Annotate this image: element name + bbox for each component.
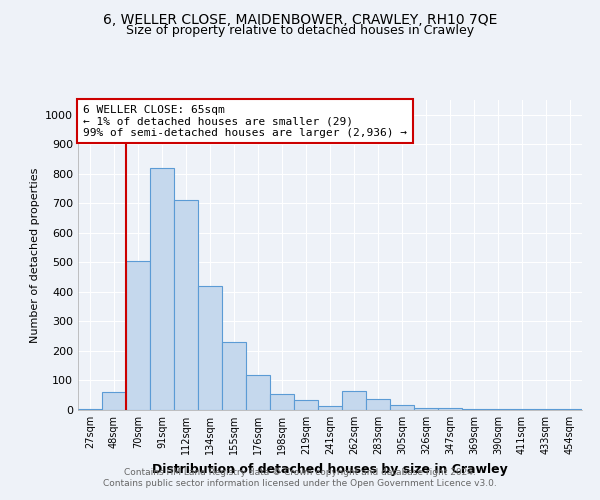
Bar: [222, 342, 246, 410]
Bar: [486, 408, 510, 410]
Bar: [414, 408, 438, 410]
Bar: [198, 286, 222, 410]
Bar: [558, 408, 582, 410]
Bar: [534, 408, 558, 410]
Text: 6, WELLER CLOSE, MAIDENBOWER, CRAWLEY, RH10 7QE: 6, WELLER CLOSE, MAIDENBOWER, CRAWLEY, R…: [103, 12, 497, 26]
Y-axis label: Number of detached properties: Number of detached properties: [29, 168, 40, 342]
Bar: [366, 399, 390, 410]
Bar: [438, 408, 462, 410]
Bar: [150, 168, 174, 410]
Bar: [78, 408, 102, 410]
Bar: [342, 391, 366, 410]
Bar: [102, 392, 126, 410]
Text: Size of property relative to detached houses in Crawley: Size of property relative to detached ho…: [126, 24, 474, 37]
Bar: [294, 400, 318, 410]
Bar: [390, 404, 414, 410]
Bar: [462, 408, 486, 410]
Bar: [270, 394, 294, 410]
X-axis label: Distribution of detached houses by size in Crawley: Distribution of detached houses by size …: [152, 462, 508, 475]
Bar: [174, 200, 198, 410]
Bar: [246, 375, 270, 410]
Text: 6 WELLER CLOSE: 65sqm
← 1% of detached houses are smaller (29)
99% of semi-detac: 6 WELLER CLOSE: 65sqm ← 1% of detached h…: [83, 104, 407, 138]
Bar: [126, 261, 150, 410]
Bar: [510, 408, 534, 410]
Bar: [318, 406, 342, 410]
Text: Contains HM Land Registry data © Crown copyright and database right 2024.
Contai: Contains HM Land Registry data © Crown c…: [103, 468, 497, 487]
